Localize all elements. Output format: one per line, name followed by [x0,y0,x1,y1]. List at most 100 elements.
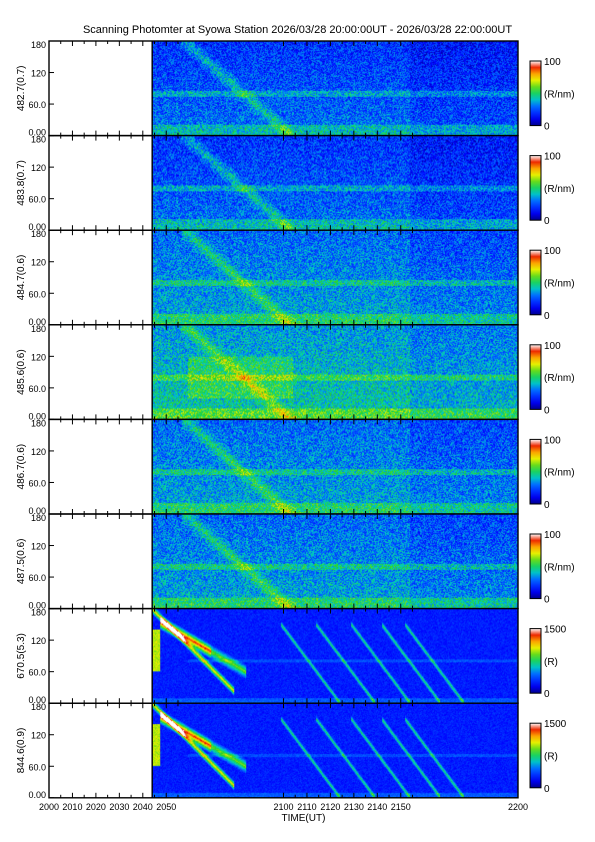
y-tick-label: 120 [31,163,46,173]
colorbar-min-label: 0 [544,216,550,227]
heatmap-image [152,419,518,514]
y-tick-label: 180 [31,229,46,239]
chart-title: Scanning Photomter at Syowa Station 2026… [82,24,513,36]
colorbar-max-label: 1500 [544,719,567,730]
panel-7: 0.00 60.0 120 180 670.5(5.3) 1500 (R) 0 [16,608,567,706]
colorbar-unit: (R) [544,657,558,668]
y-tick-label: 0.00 [28,222,46,232]
x-tick-label: 2040 [133,802,153,812]
colorbar-min-label: 0 [544,784,550,795]
colorbar-unit: (R/nm) [544,468,575,479]
panel-6: 0.00 60.0 120 180 487.5(0.6) 100 (R/nm) 0 [16,513,575,611]
colorbar [529,722,542,789]
y-tick-label: 60.0 [28,195,46,205]
y-tick-label: 180 [31,702,46,712]
colorbar [529,249,542,316]
y-tick-label: 0.00 [28,411,46,421]
y-tick-label: 60.0 [28,384,46,394]
colorbar-max-label: 100 [544,152,561,163]
x-tick-label: 2030 [109,802,129,812]
y-tick-label: 60.0 [28,668,46,678]
colorbar-max-label: 1500 [544,625,567,636]
x-tick-label: 2020 [86,802,106,812]
x-axis-label: TIME(UT) [282,813,326,824]
x-tick-label: 2100 [273,802,293,812]
y-tick-label: 60.0 [28,573,46,583]
y-tick-label: 60.0 [28,100,46,110]
colorbar-max-label: 100 [544,435,561,446]
panel-2: 0.00 60.0 120 180 483.8(0.7) 100 (R/nm) 0 [16,135,575,233]
x-tick-label: 2150 [391,802,411,812]
panel-5: 0.00 60.0 120 180 486.7(0.6) 100 (R/nm) 0 [16,418,575,516]
y-tick-label: 180 [31,40,46,50]
panel-4: 0.00 60.0 120 180 485.6(0.6) 100 (R/nm) 0 [16,324,575,422]
colorbar-min-label: 0 [544,405,550,416]
colorbar [529,60,542,127]
y-tick-label: 120 [31,352,46,362]
colorbar [529,628,542,694]
x-tick-label: 2200 [508,802,528,812]
colorbar [529,533,542,600]
heatmap-image [152,703,518,798]
colorbar-min-label: 0 [544,311,550,322]
panel-label: 485.6(0.6) [16,349,27,395]
y-tick-label: 60.0 [28,762,46,772]
panel-8: 0.00 60.0 120 180 844.6(0.9) 1500 (R) 0 [16,702,567,800]
colorbar-min-label: 0 [544,500,550,511]
panel-label: 670.5(5.3) [16,633,27,679]
y-tick-label: 0.00 [28,790,46,800]
colorbar-max-label: 100 [544,57,561,68]
y-tick-label: 120 [31,447,46,457]
panel-label: 482.7(0.7) [16,66,27,112]
heatmap-image [152,324,518,420]
x-tick-label: 2000 [39,802,59,812]
x-tick-label: 2120 [320,802,340,812]
colorbar-min-label: 0 [544,595,550,606]
heatmap-image [152,230,518,325]
heatmap-image [152,608,518,704]
y-tick-label: 0.00 [28,128,46,138]
panel-label: 484.7(0.6) [16,255,27,301]
colorbar-min-label: 0 [544,122,550,133]
colorbar-min-label: 0 [544,689,550,700]
colorbar-unit: (R) [544,752,558,763]
colorbar [529,344,542,410]
y-tick-label: 120 [31,542,46,552]
x-tick-label: 2130 [344,802,364,812]
y-tick-label: 180 [31,513,46,523]
y-tick-label: 60.0 [28,478,46,488]
y-tick-label: 120 [31,69,46,79]
y-tick-label: 180 [31,324,46,334]
heatmap-image [152,514,518,609]
y-tick-label: 0.00 [28,601,46,611]
y-tick-label: 0.00 [28,317,46,327]
heatmap-image [152,135,518,231]
y-tick-label: 180 [31,135,46,145]
colorbar-max-label: 100 [544,530,561,541]
y-tick-label: 120 [31,636,46,646]
x-tick-label: 2110 [297,802,316,812]
colorbar [529,155,542,221]
y-tick-label: 0.00 [28,506,46,516]
panel-1: 0.00 60.0 120 180 482.7(0.7) 100 (R/nm) 0 [16,40,575,138]
y-tick-label: 180 [31,418,46,428]
colorbar-unit: (R/nm) [544,373,575,384]
panel-label: 487.5(0.6) [16,539,27,585]
panel-3: 0.00 60.0 120 180 484.7(0.6) 100 (R/nm) 0 [16,229,575,327]
y-tick-label: 60.0 [28,289,46,299]
colorbar [529,438,542,505]
heatmap-image [152,41,518,136]
x-tick-label: 2140 [367,802,387,812]
colorbar-unit: (R/nm) [544,279,575,290]
colorbar-unit: (R/nm) [544,89,575,100]
panel-label: 486.7(0.6) [16,444,27,490]
y-tick-label: 120 [31,258,46,268]
colorbar-unit: (R/nm) [544,562,575,573]
panel-label: 844.6(0.9) [16,728,27,774]
panel-label: 483.8(0.7) [16,160,27,206]
y-tick-label: 120 [31,731,46,741]
y-tick-label: 180 [31,608,46,618]
x-tick-label: 2050 [156,802,176,812]
colorbar-max-label: 100 [544,341,561,352]
